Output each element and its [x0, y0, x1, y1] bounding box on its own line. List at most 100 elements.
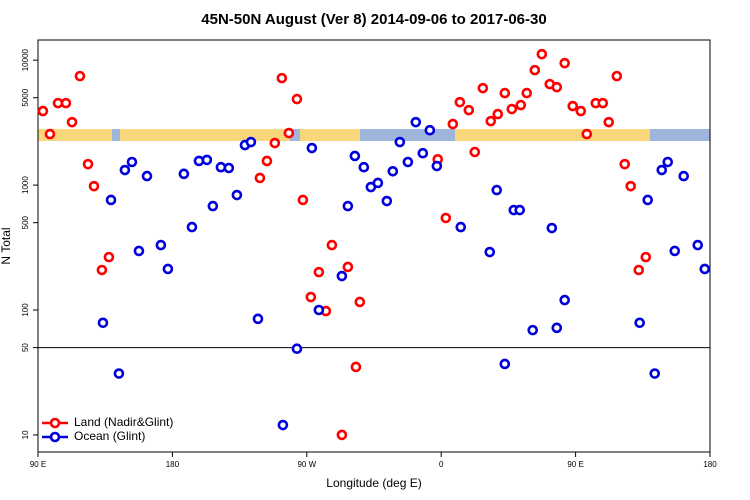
y-tick-label: 10000	[21, 48, 30, 71]
point	[291, 343, 303, 355]
legend-label: Ocean (Glint)	[74, 429, 145, 443]
point	[223, 162, 235, 174]
point	[105, 194, 117, 206]
point	[546, 222, 558, 234]
point	[477, 82, 489, 94]
point	[372, 177, 384, 189]
point	[336, 429, 348, 441]
point	[336, 270, 348, 282]
point	[306, 142, 318, 154]
point	[499, 358, 511, 370]
point	[402, 156, 414, 168]
point	[96, 264, 108, 276]
point	[669, 245, 681, 257]
point	[207, 200, 219, 212]
point	[103, 251, 115, 263]
x-tick-label: 90 E	[567, 460, 583, 469]
point	[514, 204, 526, 216]
point	[410, 116, 422, 128]
y-tick-label: 100	[21, 303, 30, 317]
y-tick-label: 50	[21, 343, 30, 352]
point	[575, 105, 587, 117]
legend-marker	[49, 431, 61, 443]
point	[276, 72, 288, 84]
point	[603, 116, 615, 128]
point	[326, 239, 338, 251]
point	[261, 155, 273, 167]
point	[447, 118, 459, 130]
point	[559, 294, 570, 306]
point	[126, 156, 138, 168]
y-tick-label: 1000	[21, 176, 30, 194]
point	[342, 200, 354, 212]
point	[484, 246, 496, 258]
point	[358, 161, 370, 173]
legend-marker	[49, 417, 61, 429]
point	[313, 304, 325, 316]
point	[499, 87, 511, 99]
point	[245, 136, 257, 148]
point	[491, 184, 503, 196]
point	[656, 164, 668, 176]
point	[155, 239, 167, 251]
point	[640, 251, 652, 263]
point	[133, 245, 145, 257]
point	[581, 128, 593, 140]
point	[178, 168, 190, 180]
x-tick-label: 180	[703, 460, 717, 469]
y-tick-label: 10	[21, 430, 30, 439]
point	[354, 296, 366, 308]
point	[141, 170, 153, 182]
point	[186, 221, 198, 233]
point	[342, 261, 354, 273]
point	[634, 317, 645, 329]
point	[297, 194, 309, 206]
point	[506, 103, 518, 115]
point	[44, 128, 56, 140]
point	[527, 324, 539, 336]
point	[529, 64, 541, 76]
x-tick-label: 90 E	[30, 460, 46, 469]
y-tick-label: 500	[21, 215, 30, 229]
point	[424, 124, 436, 136]
map-strip	[38, 129, 710, 141]
point	[625, 180, 637, 192]
point	[559, 57, 570, 69]
point	[74, 70, 86, 82]
point	[162, 263, 174, 275]
point	[113, 368, 125, 379]
point	[649, 368, 661, 379]
point	[305, 291, 317, 303]
point	[567, 100, 579, 112]
point	[536, 48, 548, 60]
point	[678, 170, 690, 182]
point	[642, 194, 654, 206]
point	[551, 81, 563, 93]
point	[66, 116, 78, 128]
point	[381, 195, 393, 207]
point	[231, 189, 243, 201]
x-tick-label: 180	[166, 460, 180, 469]
point	[463, 104, 475, 116]
legend: Land (Nadir&Glint)Ocean (Glint)	[42, 415, 173, 443]
point	[291, 93, 303, 105]
point	[350, 361, 362, 373]
point	[662, 156, 674, 168]
point	[515, 99, 527, 111]
point	[387, 165, 399, 177]
point	[97, 317, 109, 329]
point	[60, 97, 72, 109]
x-tick-label: 0	[439, 460, 444, 469]
point	[455, 221, 467, 233]
point	[469, 146, 481, 158]
point	[440, 212, 452, 224]
point	[313, 266, 325, 278]
point	[88, 180, 100, 192]
point	[492, 108, 504, 120]
point	[485, 115, 497, 127]
point	[37, 105, 49, 117]
point	[277, 419, 289, 431]
point	[597, 97, 609, 109]
point	[417, 147, 429, 159]
